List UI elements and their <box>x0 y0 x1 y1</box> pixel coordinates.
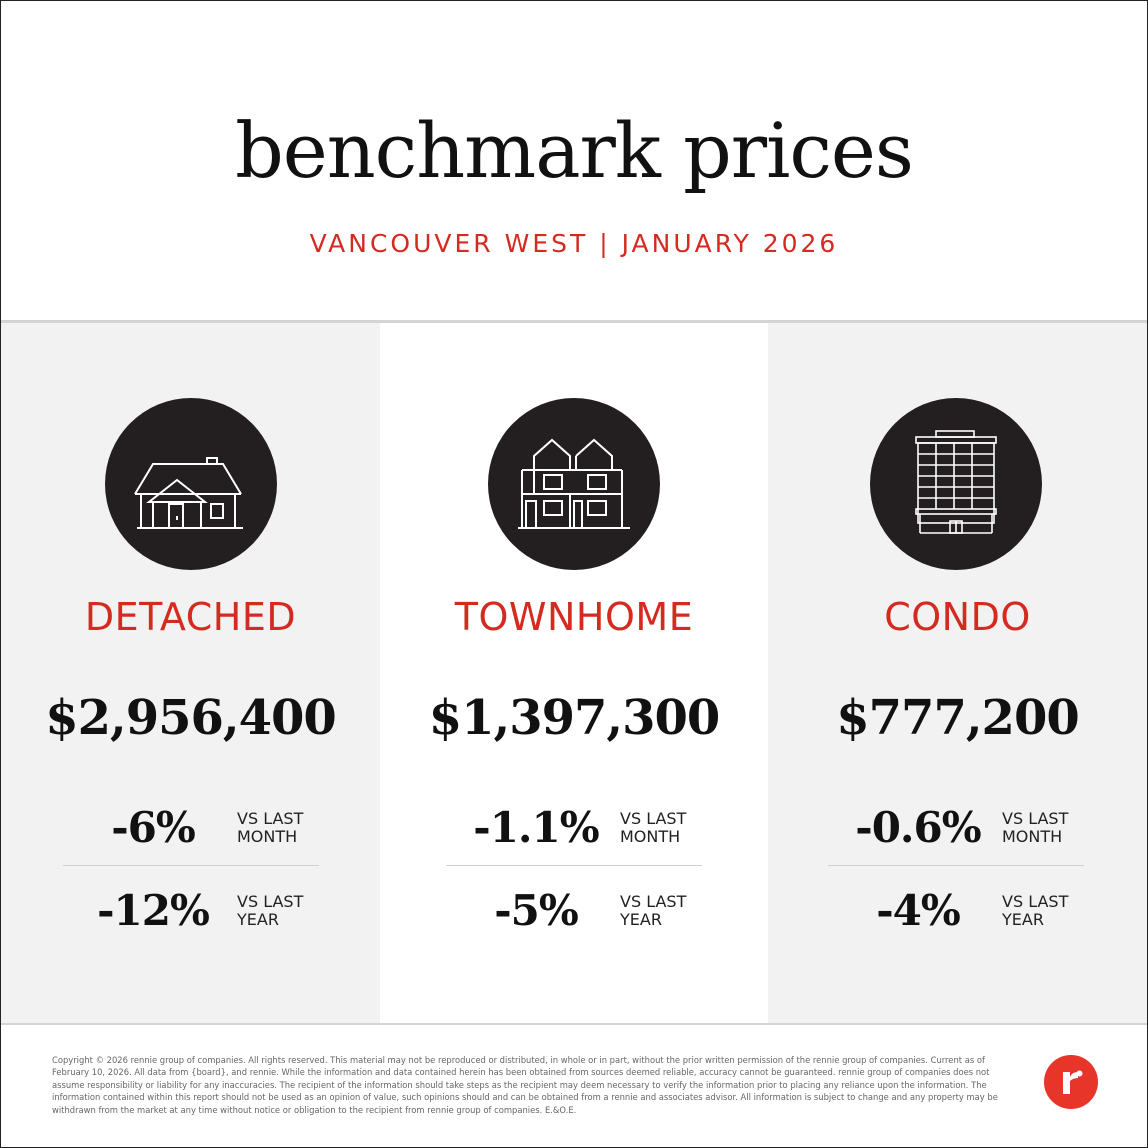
yearly-change-label: VS LAST YEAR <box>620 893 730 929</box>
label-line-2: YEAR <box>620 910 662 929</box>
label-line-1: VS LAST <box>237 892 304 911</box>
townhome-column: TOWNHOME $1,397,300 -1.1% VS LAST MONTH … <box>380 323 768 1023</box>
page-title: benchmark prices <box>235 106 914 195</box>
yearly-change-label: VS LAST YEAR <box>237 893 347 929</box>
yearly-change-value: -5% <box>494 886 579 935</box>
footer-disclaimer: Copyright © 2026 rennie group of compani… <box>52 1055 998 1115</box>
yearly-change-row: -4% VS LAST YEAR <box>768 881 1147 941</box>
label-line-1: VS LAST <box>237 809 304 828</box>
monthly-change-row: -1.1% VS LAST MONTH <box>380 798 768 858</box>
benchmark-price: $1,397,300 <box>428 690 721 746</box>
label-line-1: VS LAST <box>1002 809 1069 828</box>
category-label: CONDO <box>884 595 1031 639</box>
monthly-change-row: -6% VS LAST MONTH <box>1 798 380 858</box>
condo-column: CONDO $777,200 -0.6% VS LAST MONTH -4% V… <box>768 323 1147 1023</box>
category-label: DETACHED <box>84 595 297 639</box>
yearly-change-row: -12% VS LAST YEAR <box>1 881 380 941</box>
stat-divider <box>828 865 1084 866</box>
detached-column: DETACHED $2,956,400 -6% VS LAST MONTH -1… <box>1 323 380 1023</box>
category-label: TOWNHOME <box>454 595 694 639</box>
stat-divider <box>446 865 702 866</box>
monthly-change-label: VS LAST MONTH <box>1002 810 1112 846</box>
label-line-2: MONTH <box>1002 827 1063 846</box>
monthly-change-label: VS LAST MONTH <box>237 810 347 846</box>
monthly-change-label: VS LAST MONTH <box>620 810 730 846</box>
label-line-1: VS LAST <box>620 892 687 911</box>
yearly-change-row: -5% VS LAST YEAR <box>380 881 768 941</box>
label-line-1: VS LAST <box>620 809 687 828</box>
yearly-change-label: VS LAST YEAR <box>1002 893 1112 929</box>
label-line-2: MONTH <box>237 827 298 846</box>
footer-divider <box>1 1023 1147 1025</box>
rennie-logo-icon <box>1044 1055 1098 1109</box>
monthly-change-value: -1.1% <box>473 803 599 852</box>
label-line-2: MONTH <box>620 827 681 846</box>
yearly-change-value: -4% <box>876 886 961 935</box>
yearly-change-value: -12% <box>97 886 210 935</box>
benchmark-price: $2,956,400 <box>45 690 337 746</box>
monthly-change-row: -0.6% VS LAST MONTH <box>768 798 1147 858</box>
header-divider <box>1 320 1147 323</box>
condo-tower-icon <box>870 398 1042 570</box>
header: benchmark prices VANCOUVER WEST | JANUAR… <box>1 1 1147 320</box>
monthly-change-value: -0.6% <box>855 803 981 852</box>
monthly-change-value: -6% <box>111 803 196 852</box>
page-subtitle: VANCOUVER WEST | JANUARY 2026 <box>309 229 839 258</box>
label-line-2: YEAR <box>1002 910 1044 929</box>
benchmark-price: $777,200 <box>836 690 1080 746</box>
townhome-icon <box>488 398 660 570</box>
label-line-1: VS LAST <box>1002 892 1069 911</box>
detached-house-icon <box>105 398 277 570</box>
label-line-2: YEAR <box>237 910 279 929</box>
category-columns: DETACHED $2,956,400 -6% VS LAST MONTH -1… <box>1 323 1147 1023</box>
stat-divider <box>63 865 319 866</box>
